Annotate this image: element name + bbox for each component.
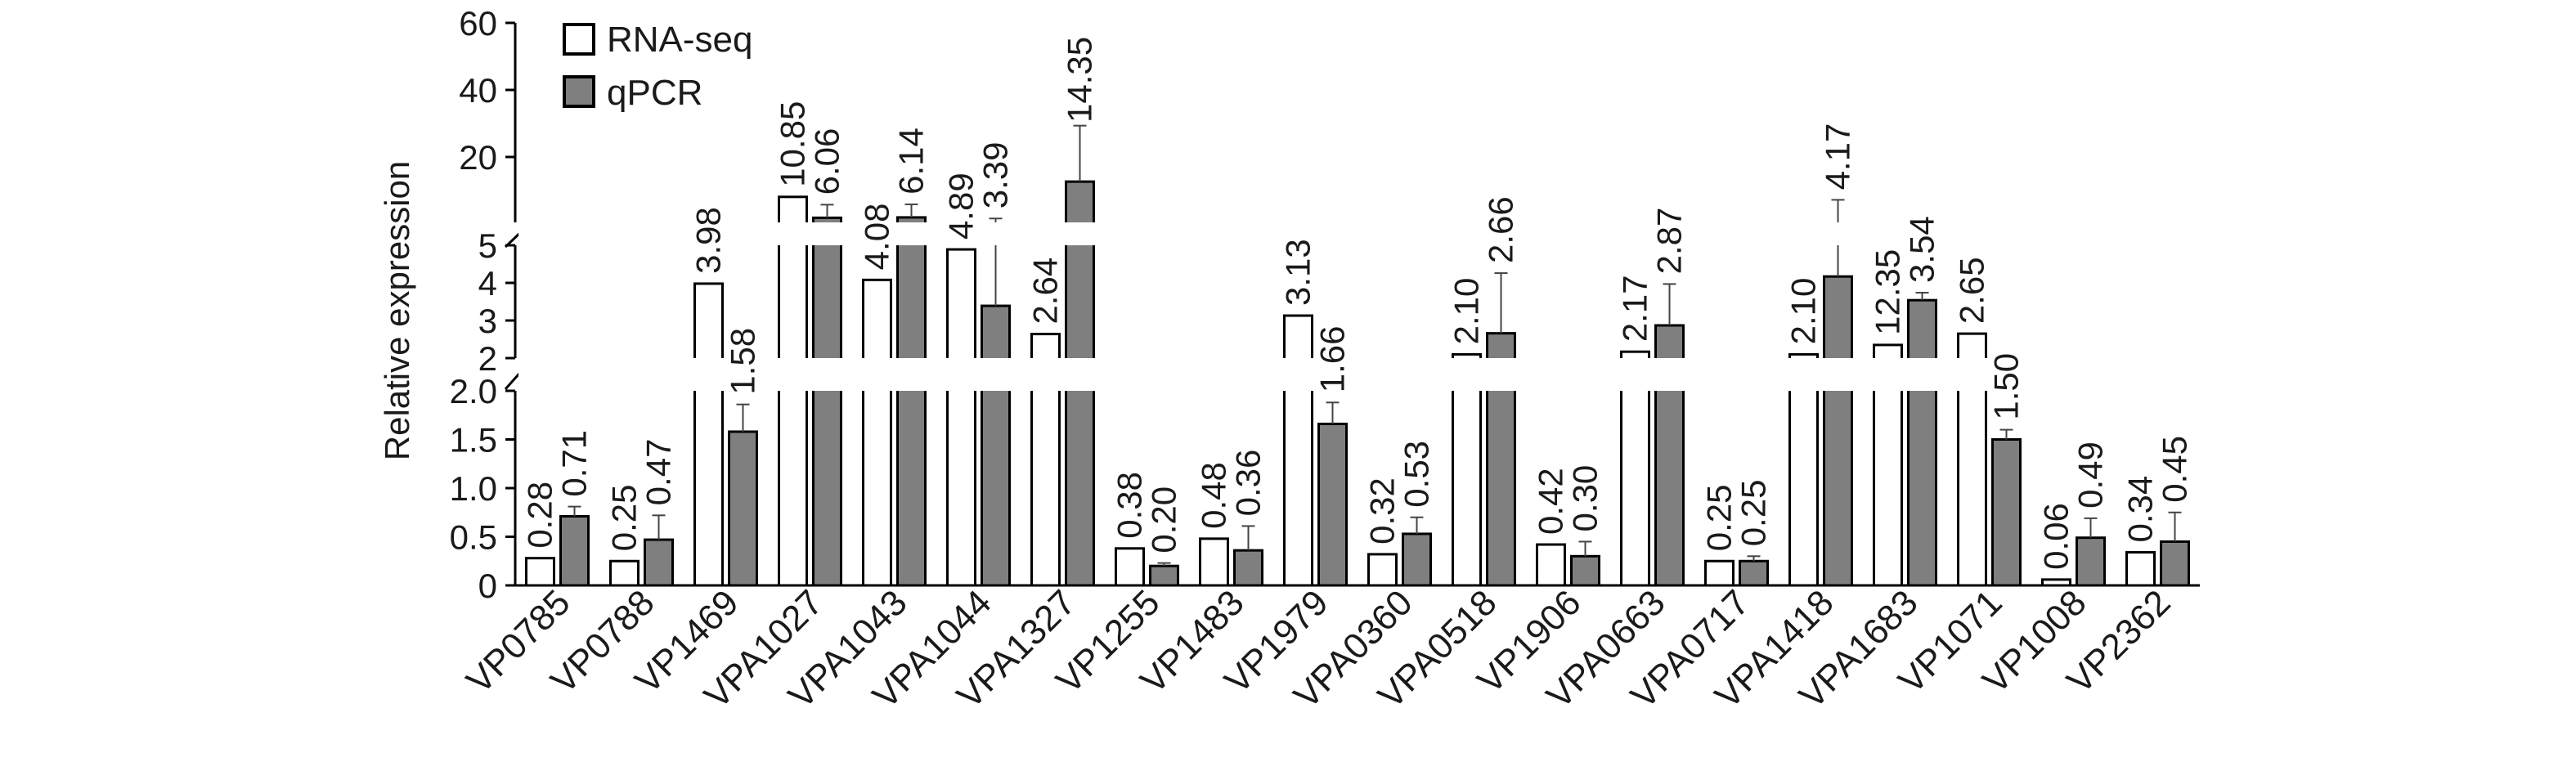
bar-qpcr: [728, 430, 758, 587]
y-tick-label: 1.5: [450, 421, 497, 459]
bar-rnaseq: [1367, 553, 1398, 587]
value-label-qpcr: 0.47: [640, 439, 678, 506]
bar-rnaseq: [1536, 543, 1566, 587]
value-label-qpcr: 0.36: [1229, 450, 1268, 517]
bar-rnaseq: [1199, 537, 1229, 587]
value-label-rnaseq: 0.34: [2121, 476, 2160, 543]
value-label-rnaseq: 2.10: [1784, 278, 1823, 345]
value-label-qpcr: 0.71: [555, 430, 594, 497]
bar-qpcr: [1570, 554, 1600, 587]
bar-rnaseq: [1283, 314, 1313, 587]
value-label-qpcr: 6.06: [808, 128, 846, 195]
bar-qpcr: [559, 515, 590, 587]
value-label-qpcr: 0.53: [1398, 441, 1436, 508]
bar-rnaseq: [609, 559, 640, 587]
value-label-qpcr: 4.17: [1819, 123, 1857, 190]
bar-rnaseq: [946, 248, 976, 587]
value-label-qpcr: 3.54: [1903, 216, 1941, 283]
bar-qpcr: [1823, 275, 1853, 587]
bar-qpcr: [1233, 549, 1263, 587]
value-label-qpcr: 2.87: [1650, 208, 1689, 275]
legend-swatch-qpcr: [563, 75, 595, 108]
y-tick-label: 1.0: [450, 469, 497, 508]
value-labels: 0.280.710.250.473.981.5810.856.064.086.1…: [521, 37, 2194, 570]
value-label-rnaseq: 0.28: [521, 482, 559, 549]
bar-qpcr: [2076, 536, 2106, 587]
value-label-qpcr: 6.14: [892, 128, 931, 195]
value-label-rnaseq: 0.42: [1532, 468, 1570, 535]
value-label-qpcr: 1.58: [724, 328, 762, 395]
bar-qpcr: [1907, 298, 1937, 587]
y-tick-label: 4: [478, 264, 497, 303]
bar-rnaseq: [1788, 352, 1819, 587]
value-label-qpcr: 1.66: [1313, 326, 1352, 393]
value-label-qpcr: 0.49: [2071, 442, 2110, 509]
value-label-rnaseq: 2.17: [1616, 275, 1654, 342]
y-tick-label: 20: [459, 138, 497, 177]
value-label-rnaseq: 0.48: [1195, 462, 1233, 529]
bars: [518, 124, 2203, 587]
bar-rnaseq: [2125, 551, 2156, 587]
y-axis-label: Relative expression: [378, 161, 416, 461]
legend-swatch-rnaseq: [563, 23, 595, 56]
bar-qpcr: [981, 304, 1011, 587]
value-label-qpcr: 2.66: [1482, 196, 1520, 263]
value-label-qpcr: 0.45: [2156, 436, 2194, 503]
value-label-rnaseq: 3.13: [1279, 239, 1317, 306]
y-tick-label: 60: [459, 4, 497, 43]
bar-rnaseq: [1452, 352, 1482, 587]
legend-label-rnaseq: RNA-seq: [607, 20, 753, 60]
value-label-rnaseq: 0.06: [2037, 503, 2076, 570]
y-tick-label: 40: [459, 71, 497, 110]
bar-qpcr: [1991, 438, 2022, 587]
category-labels: VP0785VP0788VP1469VPA1027VPA1043VPA1044V…: [459, 582, 2178, 716]
legend-label-qpcr: qPCR: [607, 73, 702, 113]
value-label-rnaseq: 0.32: [1363, 477, 1402, 545]
y-tick-label: 3: [478, 302, 497, 340]
value-label-qpcr: 1.50: [1987, 353, 2026, 420]
y-tick-label: 2.0: [450, 372, 497, 410]
bar-qpcr: [1739, 559, 1769, 587]
bar-rnaseq: [1704, 559, 1735, 587]
y-tick-label: 5: [478, 226, 497, 265]
value-label-rnaseq: 3.98: [689, 207, 728, 274]
y-tick-label: 0: [478, 567, 497, 605]
y-tick-label: 2: [478, 339, 497, 378]
bar-qpcr: [2160, 540, 2190, 587]
value-label-qpcr: 0.20: [1145, 486, 1183, 554]
axis-break-band: [518, 222, 2203, 245]
bar-qpcr: [812, 216, 842, 587]
value-label-qpcr: 3.39: [976, 142, 1015, 209]
axis-break-band: [518, 358, 2203, 391]
value-label-rnaseq: 10.85: [774, 101, 812, 187]
value-label-rnaseq: 2.65: [1953, 257, 1991, 324]
bar-qpcr: [1317, 422, 1348, 587]
value-label-qpcr: 0.30: [1566, 465, 1604, 532]
bar-rnaseq: [2041, 578, 2071, 587]
legend: RNA-seq qPCR: [563, 20, 753, 113]
value-label-rnaseq: 0.25: [605, 485, 644, 552]
value-label-rnaseq: 4.08: [858, 204, 896, 271]
value-label-rnaseq: 2.64: [1026, 258, 1065, 325]
value-label-rnaseq: 2.10: [1447, 278, 1486, 345]
value-label-rnaseq: 4.89: [942, 173, 981, 240]
bar-qpcr: [896, 216, 927, 587]
value-label-qpcr: 14.35: [1061, 37, 1099, 123]
bar-qpcr: [644, 538, 674, 587]
bar-rnaseq: [778, 195, 808, 587]
bar-rnaseq: [525, 557, 555, 587]
value-label-rnaseq: 0.25: [1700, 485, 1739, 552]
bar-qpcr: [1402, 532, 1432, 587]
bar-qpcr: [1149, 564, 1179, 587]
value-label-rnaseq: 0.38: [1111, 472, 1149, 539]
bar-rnaseq: [1115, 547, 1145, 587]
bar-rnaseq: [862, 278, 892, 587]
bar-rnaseq: [693, 282, 724, 587]
value-label-qpcr: 0.25: [1735, 480, 1773, 547]
y-tick-label: 0.5: [450, 518, 497, 557]
value-label-rnaseq: 12.35: [1869, 249, 1907, 335]
